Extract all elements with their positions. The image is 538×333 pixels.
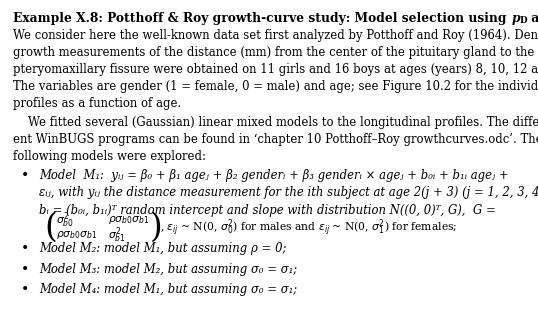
Text: , $\varepsilon_{ij}$ ~ N(0, $\sigma^2_0$) for males and $\varepsilon_{ij}$ ~ N(0: , $\varepsilon_{ij}$ ~ N(0, $\sigma^2_0$… xyxy=(160,217,458,238)
Text: •: • xyxy=(20,262,29,277)
Text: ): ) xyxy=(150,211,162,243)
Text: We fitted several (Gaussian) linear mixed models to the longitudinal profiles. T: We fitted several (Gaussian) linear mixe… xyxy=(13,116,538,129)
Text: and DIC: and DIC xyxy=(527,12,538,25)
Text: profiles as a function of age.: profiles as a function of age. xyxy=(13,97,182,111)
Text: Model M₃: model M₂, but assuming σ₀ = σ₁;: Model M₃: model M₂, but assuming σ₀ = σ₁… xyxy=(39,262,297,276)
Text: p: p xyxy=(511,12,520,25)
Text: •: • xyxy=(20,242,29,256)
Text: Example X.8: Potthoff & Roy growth-curve study: Model selection using: Example X.8: Potthoff & Roy growth-curve… xyxy=(13,12,511,25)
Text: εᵢⱼ, with yᵢⱼ the distance measurement for the ith subject at age 2(j + 3) (j = : εᵢⱼ, with yᵢⱼ the distance measurement f… xyxy=(39,186,538,199)
Text: •: • xyxy=(20,169,29,183)
Text: pteryomaxillary fissure were obtained on 11 girls and 16 boys at ages (years) 8,: pteryomaxillary fissure were obtained on… xyxy=(13,63,538,76)
Text: Model  M₁:  yᵢⱼ = β₀ + β₁ ageⱼ + β₂ genderᵢ + β₃ genderᵢ × ageⱼ + b₀ᵢ + b₁ᵢ ageⱼ: Model M₁: yᵢⱼ = β₀ + β₁ ageⱼ + β₂ gender… xyxy=(39,169,508,182)
Text: $\rho\sigma_{b0}\sigma_{b1}$: $\rho\sigma_{b0}\sigma_{b1}$ xyxy=(108,214,148,226)
Text: The variables are gender (1 = female, 0 = male) and age; see Figure 10.2 for the: The variables are gender (1 = female, 0 … xyxy=(13,80,538,93)
Text: (: ( xyxy=(44,211,57,243)
Text: D: D xyxy=(520,16,527,25)
Text: Model M₄: model M₁, but assuming σ₀ = σ₁;: Model M₄: model M₁, but assuming σ₀ = σ₁… xyxy=(39,283,297,296)
Text: $\rho\sigma_{b0}\sigma_{b1}$: $\rho\sigma_{b0}\sigma_{b1}$ xyxy=(56,229,97,241)
Text: $\sigma^2_{b0}$: $\sigma^2_{b0}$ xyxy=(56,210,74,230)
Text: Model M₂: model M₁, but assuming ρ = 0;: Model M₂: model M₁, but assuming ρ = 0; xyxy=(39,242,286,255)
Text: growth measurements of the distance (mm) from the center of the pituitary gland : growth measurements of the distance (mm)… xyxy=(13,46,535,59)
Text: We consider here the well-known data set first analyzed by Potthoff and Roy (196: We consider here the well-known data set… xyxy=(13,29,538,42)
Text: $\sigma^2_{b1}$: $\sigma^2_{b1}$ xyxy=(108,225,125,244)
Text: •: • xyxy=(20,283,29,297)
Text: bᵢ = (b₀ᵢ, b₁ᵢ)ᵀ random intercept and slope with distribution N((0, 0)ᵀ, G),  G : bᵢ = (b₀ᵢ, b₁ᵢ)ᵀ random intercept and sl… xyxy=(39,203,495,217)
Text: following models were explored:: following models were explored: xyxy=(13,150,207,163)
Text: ent WinBUGS programs can be found in ‘chapter 10 Potthoff–Roy growthcurves.odc’.: ent WinBUGS programs can be found in ‘ch… xyxy=(13,133,538,146)
